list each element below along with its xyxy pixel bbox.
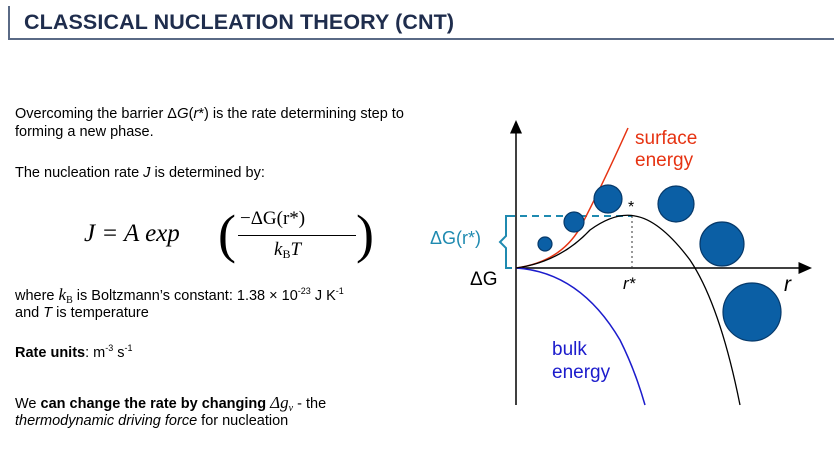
- barrier-text-b: (: [188, 106, 194, 122]
- barrier-text-g: G: [177, 105, 189, 122]
- nucleus-circle-2: [563, 211, 585, 233]
- change-c: - the: [293, 396, 327, 412]
- where2-t: T: [43, 305, 53, 321]
- rate-intro-text: The nucleation rate J is determined by:: [15, 164, 265, 183]
- rate-intro-a: The nucleation rate: [15, 165, 144, 181]
- nucleus-circle-1: [537, 236, 553, 252]
- nucleus-circle-3: [593, 184, 623, 214]
- equation-lhs: J = A exp: [84, 220, 180, 247]
- x-axis-label: r: [784, 273, 792, 296]
- den-t: T: [290, 239, 302, 260]
- rate-units-label: Rate units: [15, 345, 86, 361]
- change-rate-text-line1: We can change the rate by changing Δgv -…: [15, 393, 326, 414]
- left-paren: (: [218, 204, 236, 264]
- fraction-bar: [238, 235, 356, 237]
- boltzmann-text-line2: and T is temperature: [15, 304, 149, 323]
- change-dg: Δg: [270, 393, 289, 412]
- rate-units-exp1: -3: [105, 343, 114, 353]
- where-k: k: [58, 285, 67, 304]
- where-exp2: -1: [335, 286, 344, 296]
- change-line2-italic: thermodynamic driving force: [15, 413, 198, 429]
- bulk-energy-label-1: bulk: [552, 339, 587, 360]
- nucleation-energy-diagram: surface energy bulk energy ΔG(r*) ΔG r r…: [430, 120, 812, 406]
- change-v: v: [288, 403, 294, 414]
- barrier-text-line2: forming a new phase.: [15, 124, 154, 140]
- nucleus-circle-4: [657, 185, 695, 223]
- den-k: k: [274, 239, 283, 260]
- change-rate-text-line2: thermodynamic driving force for nucleati…: [15, 412, 288, 431]
- barrier-text-r: r: [193, 106, 199, 122]
- critical-radius-label: r*: [623, 274, 637, 293]
- barrier-label: ΔG(r*): [430, 228, 481, 248]
- where-exp: -23: [297, 286, 311, 296]
- y-axis-label: ΔG: [470, 269, 497, 290]
- where-b: is Boltzmann’s constant: 1.38 × 10: [72, 288, 298, 304]
- change-b: can change the rate by changing: [40, 396, 271, 412]
- den-b: B: [282, 247, 291, 261]
- barrier-text-c: *) is the rate determining step to: [198, 106, 404, 122]
- where-kb: B: [66, 295, 73, 306]
- total-free-energy-curve: [515, 214, 741, 406]
- nucleus-circle-6: [722, 282, 782, 342]
- rate-units-exp2: -1: [124, 343, 133, 353]
- change-a: We: [15, 396, 41, 412]
- where2-b: is temperature: [52, 305, 149, 321]
- bulk-energy-curve: [515, 267, 646, 406]
- boltzmann-text-line1: where kB is Boltzmann’s constant: 1.38 ×…: [15, 285, 344, 306]
- bulk-energy-label-2: energy: [552, 362, 611, 383]
- page-title: CLASSICAL NUCLEATION THEORY (CNT): [24, 10, 455, 34]
- rate-intro-b: is determined by:: [150, 165, 265, 181]
- surface-energy-label-2: energy: [635, 150, 694, 171]
- rate-units-s: s: [113, 345, 125, 361]
- where-a: where: [15, 288, 59, 304]
- right-paren: ): [356, 204, 374, 264]
- nucleation-rate-equation: J = A exp ( −ΔG(r*) kBT ): [84, 204, 374, 268]
- change-line2-b: for nucleation: [197, 413, 289, 429]
- barrier-bracket: [498, 215, 512, 269]
- title-bar: CLASSICAL NUCLEATION THEORY (CNT): [8, 6, 834, 40]
- barrier-peak-star: *: [628, 199, 634, 216]
- barrier-text-a: Overcoming the barrier Δ: [15, 106, 177, 122]
- rate-units-m: : m: [85, 345, 106, 361]
- where2-a: and: [15, 305, 44, 321]
- where-c: J K: [310, 288, 336, 304]
- rate-units-text: Rate units: m-3 s-1: [15, 344, 133, 363]
- nucleus-circle-5: [699, 221, 745, 267]
- barrier-text-line1: Overcoming the barrier ΔG(r*) is the rat…: [15, 104, 404, 124]
- surface-energy-label-1: surface: [635, 128, 697, 149]
- equation-numerator: −ΔG(r*): [240, 208, 306, 229]
- equation-denominator: kBT: [274, 239, 301, 261]
- rate-intro-j: J: [143, 165, 151, 181]
